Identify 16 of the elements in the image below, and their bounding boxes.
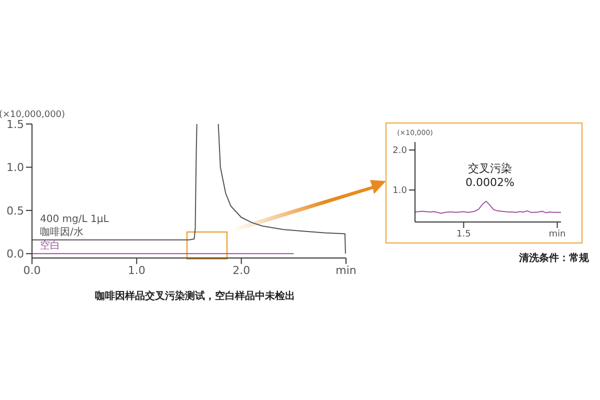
y-tick-label: 1.0 <box>6 161 24 174</box>
x-tick-label: 1.0 <box>128 264 146 277</box>
y-tick-label: 1.5 <box>6 118 24 131</box>
x-tick-label: min <box>336 264 356 277</box>
text: 咖啡因样品交叉污染测试，空白样品中未检出 <box>94 290 296 304</box>
y-axis-title: (×10,000,000) <box>0 110 66 120</box>
x-tick-label: min <box>548 229 566 240</box>
x-tick-label: 2.0 <box>232 264 250 277</box>
text: 清洗条件：常规 <box>519 252 589 266</box>
y-tick-label: 0.5 <box>6 204 24 218</box>
annotation: 交叉污染 0.0002% <box>464 162 516 190</box>
x-tick-label: 0.0 <box>23 264 41 277</box>
series-label: 400 mg/L 1μL 咖啡因/水 <box>40 214 110 238</box>
y-tick-label: 0.0 <box>6 248 24 261</box>
series-label: 空白 <box>40 240 60 252</box>
line-series <box>415 200 561 214</box>
